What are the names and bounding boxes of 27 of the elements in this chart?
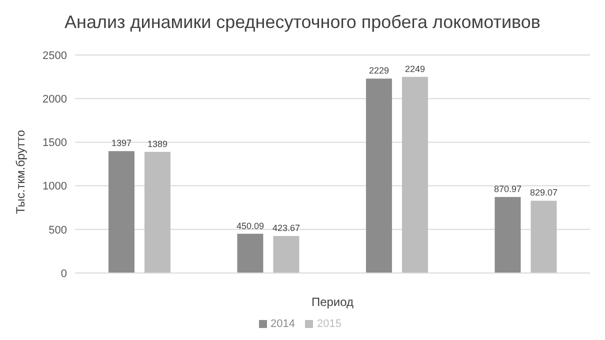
data-label: 829.07 [530,188,558,198]
legend-label: 2015 [317,318,342,330]
bar [144,152,170,273]
bar [530,200,557,273]
data-label: 2249 [404,64,425,74]
legend-label: 2014 [270,318,295,330]
y-tick-label: 500 [48,224,67,236]
bar [237,234,264,273]
y-tick-label: 2500 [42,50,67,62]
bar [494,197,521,273]
x-axis-title: Период [311,295,354,309]
bar [108,151,134,273]
data-label: 870.97 [494,184,522,194]
data-label: 1397 [111,138,132,148]
y-tick-label: 1500 [42,137,67,150]
y-tick-label: 2000 [42,94,67,106]
data-label: 1389 [147,138,168,149]
data-label: 450.09 [236,220,264,231]
y-tick-label: 0 [60,268,67,280]
data-label: 2229 [368,66,389,76]
bar [402,76,428,273]
bar [273,236,300,273]
y-tick-label: 1000 [42,180,67,193]
bar [366,78,392,273]
y-axis-title: Тыс.ткм.брутто [13,130,28,214]
data-label: 423.67 [272,223,300,234]
chart-title: Анализ динамики среднесуточного пробега локомотивов [64,12,542,33]
